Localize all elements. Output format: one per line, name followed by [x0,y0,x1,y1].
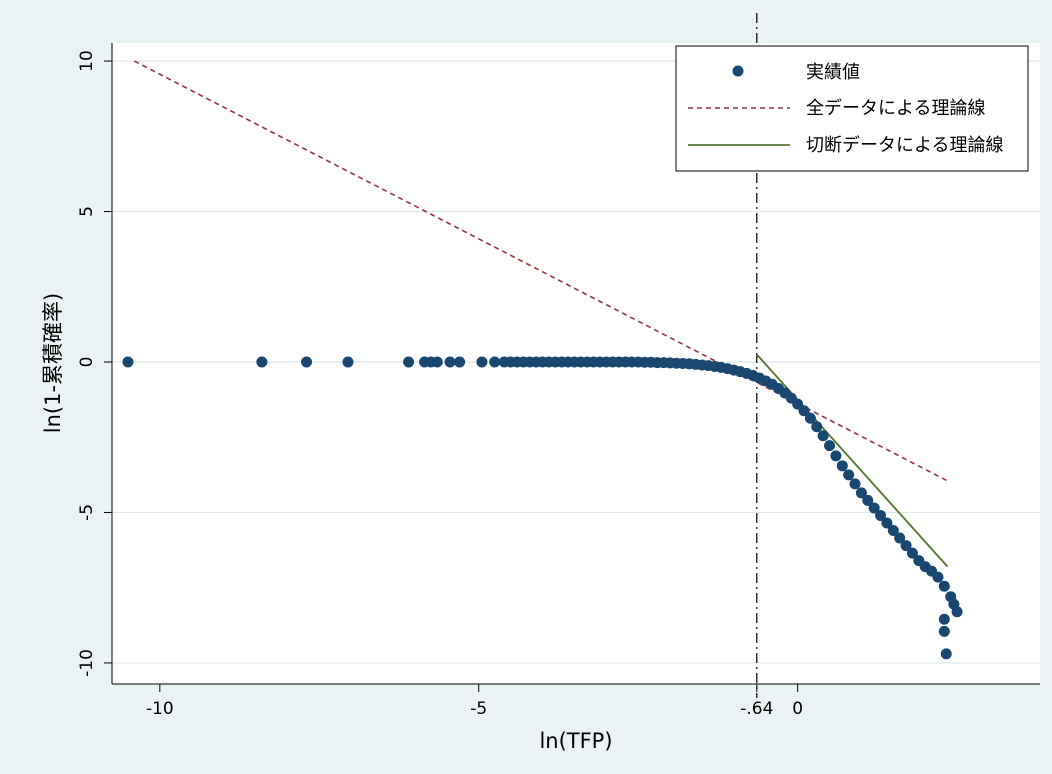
y-tick-label: 5 [77,206,97,217]
data-point [875,509,887,521]
data-point [849,478,861,490]
x-tick-label: -5 [470,699,487,719]
legend: 実績値 全データによる理論線 切断データによる理論線 [675,45,1029,172]
data-point [824,440,836,452]
x-tick-label: 0 [792,699,803,719]
data-point [881,517,893,529]
data-point [454,356,466,368]
data-points [122,356,963,660]
data-point [301,356,313,368]
x-tick-label: -.64 [740,699,773,719]
data-point [855,487,867,499]
legend-marker-points [732,65,744,77]
data-point [122,356,134,368]
data-point [489,356,501,368]
data-point [476,356,488,368]
y-tick-label: -5 [77,504,97,521]
x-tick-label: -10 [146,699,174,719]
legend-label-full-fit: 全データによる理論線 [806,98,985,119]
data-point [843,469,855,481]
data-point [811,421,823,433]
y-tick-label: 10 [77,50,97,72]
data-point [868,502,880,514]
axes [111,43,1040,685]
data-point [798,405,810,417]
data-point [804,412,816,424]
data-point [444,356,456,368]
data-point [836,460,848,472]
data-point [431,356,443,368]
data-point [830,450,842,462]
x-tick-labels: -10 -5 -.64 0 [146,684,803,719]
data-point [817,430,829,442]
data-point [940,648,952,660]
y-tick-labels: 10 5 0 -5 -10 [77,50,112,677]
legend-label-points: 実績値 [806,62,860,83]
data-point [906,547,918,559]
data-point [862,494,874,506]
legend-label-truncated-fit: 切断データによる理論線 [806,135,1003,156]
data-point [894,532,906,544]
y-axis-label: ln(1-累積確率) [41,293,65,433]
data-point [900,540,912,552]
data-point [932,571,944,583]
data-point [887,525,899,537]
data-point [938,625,950,637]
y-tick-label: 0 [77,357,97,368]
x-axis-label: ln(TFP) [539,729,612,753]
data-point [403,356,415,368]
data-point [938,580,950,592]
data-point [951,606,963,618]
y-tick-label: -10 [77,649,97,677]
data-point [342,356,354,368]
data-point [938,613,950,625]
data-point [256,356,268,368]
